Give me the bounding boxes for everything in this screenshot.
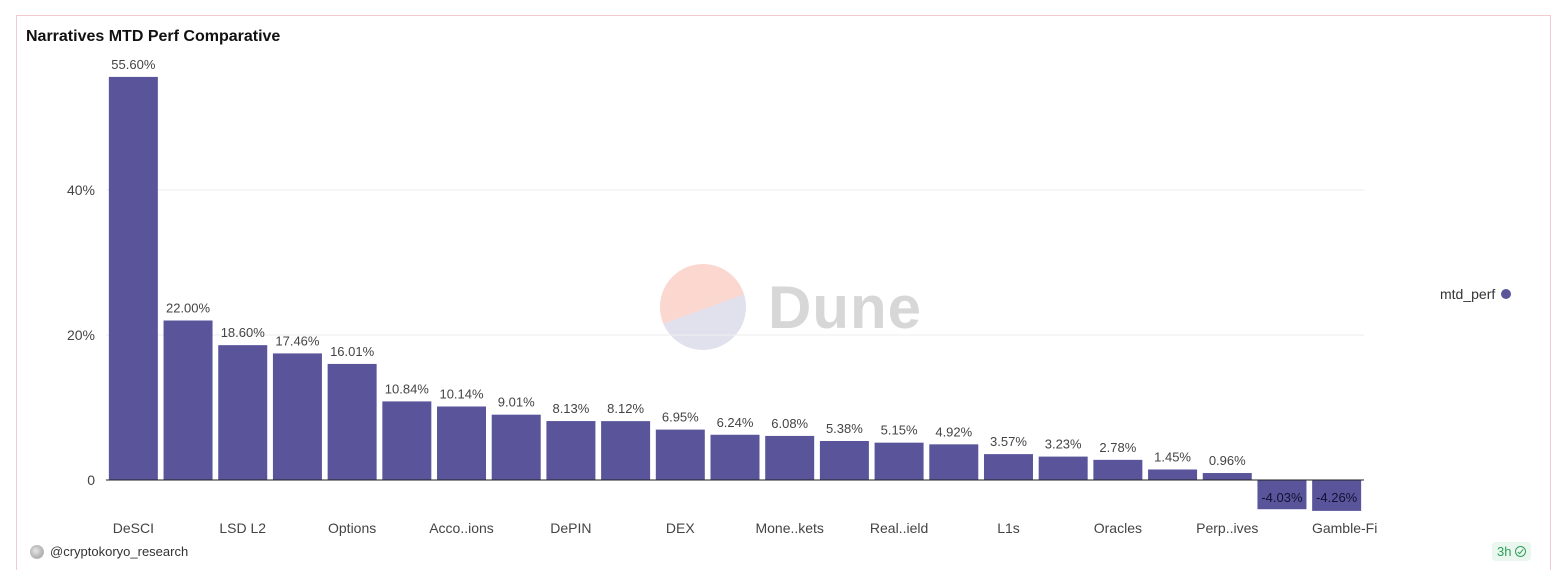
x-axis-ticks: DeSCI LSD L2 Options Acco..ions DePIN DEX Mone… [113,520,1378,536]
bar[interactable] [765,435,815,480]
bar[interactable] [1093,459,1143,480]
bar[interactable] [1038,456,1088,480]
bar[interactable] [1257,480,1307,510]
dune-watermark: Dune [660,264,922,350]
bar-value-label: 10.14% [439,386,484,401]
y-tick-label: 40% [67,182,95,198]
author[interactable]: @cryptokoryo_research [30,544,188,559]
y-tick-label: 0 [87,472,95,488]
bar[interactable] [1148,469,1198,480]
dune-watermark-text: Dune [768,273,922,341]
bar-labels: 55.60% 22.00% 18.60% 17.46% 16.01% 10.84% 10.1… [111,57,1357,505]
y-tick-label: 20% [67,327,95,343]
bar-value-label: 6.95% [662,410,699,425]
bar[interactable] [929,444,979,480]
bar-value-label: 2.78% [1099,440,1136,455]
bar-value-label: 1.45% [1154,449,1191,464]
x-tick-label: DeSCI [113,520,154,536]
bar-value-label: 16.01% [330,344,375,359]
avatar [30,544,44,559]
bar-value-label: 8.12% [607,401,644,416]
x-tick-label: DePIN [550,520,591,536]
bar-value-label: -4.26% [1316,490,1358,505]
bar[interactable] [108,76,158,481]
bar[interactable] [601,421,651,480]
x-tick-label: Gamble-Fi [1312,520,1377,536]
bar[interactable] [1202,473,1252,480]
bar[interactable] [327,363,377,480]
x-tick-label: DEX [666,520,695,536]
bar-value-label: 5.38% [826,421,863,436]
bar[interactable] [1312,480,1362,511]
bar-value-label: 3.23% [1045,437,1082,452]
bar-value-label: 6.08% [771,416,808,431]
x-tick-label: Oracles [1094,520,1142,536]
x-tick-label: Options [328,520,376,536]
bar-value-label: 22.00% [166,301,211,316]
bar[interactable] [546,421,596,480]
bar[interactable] [163,320,213,481]
bar-value-label: 3.57% [990,434,1027,449]
x-tick-label: Perp..ives [1196,520,1258,536]
dune-logo-icon [660,264,746,350]
refresh-time: 3h [1497,544,1512,559]
check-circle-icon [1515,546,1527,557]
bar-value-label: 0.96% [1209,453,1246,468]
bar[interactable] [710,434,760,480]
bar[interactable] [218,345,268,480]
bar[interactable] [874,442,924,480]
bar[interactable] [382,401,432,480]
legend-label: mtd_perf [1440,286,1496,302]
refresh-badge[interactable]: 3h [1492,542,1532,561]
bar-value-label: 17.46% [275,333,320,348]
x-tick-label: Mone..kets [755,520,823,536]
bar-value-label: 5.15% [881,423,918,438]
author-username: @cryptokoryo_research [50,544,189,559]
bar[interactable] [272,353,322,480]
legend[interactable]: mtd_perf [1440,286,1512,302]
chart-title: Narratives MTD Perf Comparative [26,28,281,45]
bar-value-label: 55.60% [111,57,156,72]
bar-value-label: 9.01% [498,395,535,410]
x-tick-label: L1s [997,520,1020,536]
bar-value-label: 8.13% [552,401,589,416]
bars [108,76,1362,511]
bar-value-label: -4.03% [1261,490,1303,505]
bar[interactable] [437,406,487,480]
bar[interactable] [983,454,1033,480]
y-axis-ticks: 0 20% 40% [67,182,95,488]
bar-value-label: 10.84% [385,381,430,396]
bar[interactable] [819,440,869,480]
gridlines [106,189,1364,336]
x-tick-label: LSD L2 [219,520,266,536]
legend-dot-icon [1501,289,1512,299]
bar-value-label: 4.92% [935,424,972,439]
x-tick-label: Real..ield [870,520,928,536]
bar[interactable] [491,414,541,480]
bar[interactable] [655,429,705,480]
x-tick-label: Acco..ions [429,520,494,536]
bar-value-label: 18.60% [221,325,266,340]
bar-value-label: 6.24% [717,415,754,430]
